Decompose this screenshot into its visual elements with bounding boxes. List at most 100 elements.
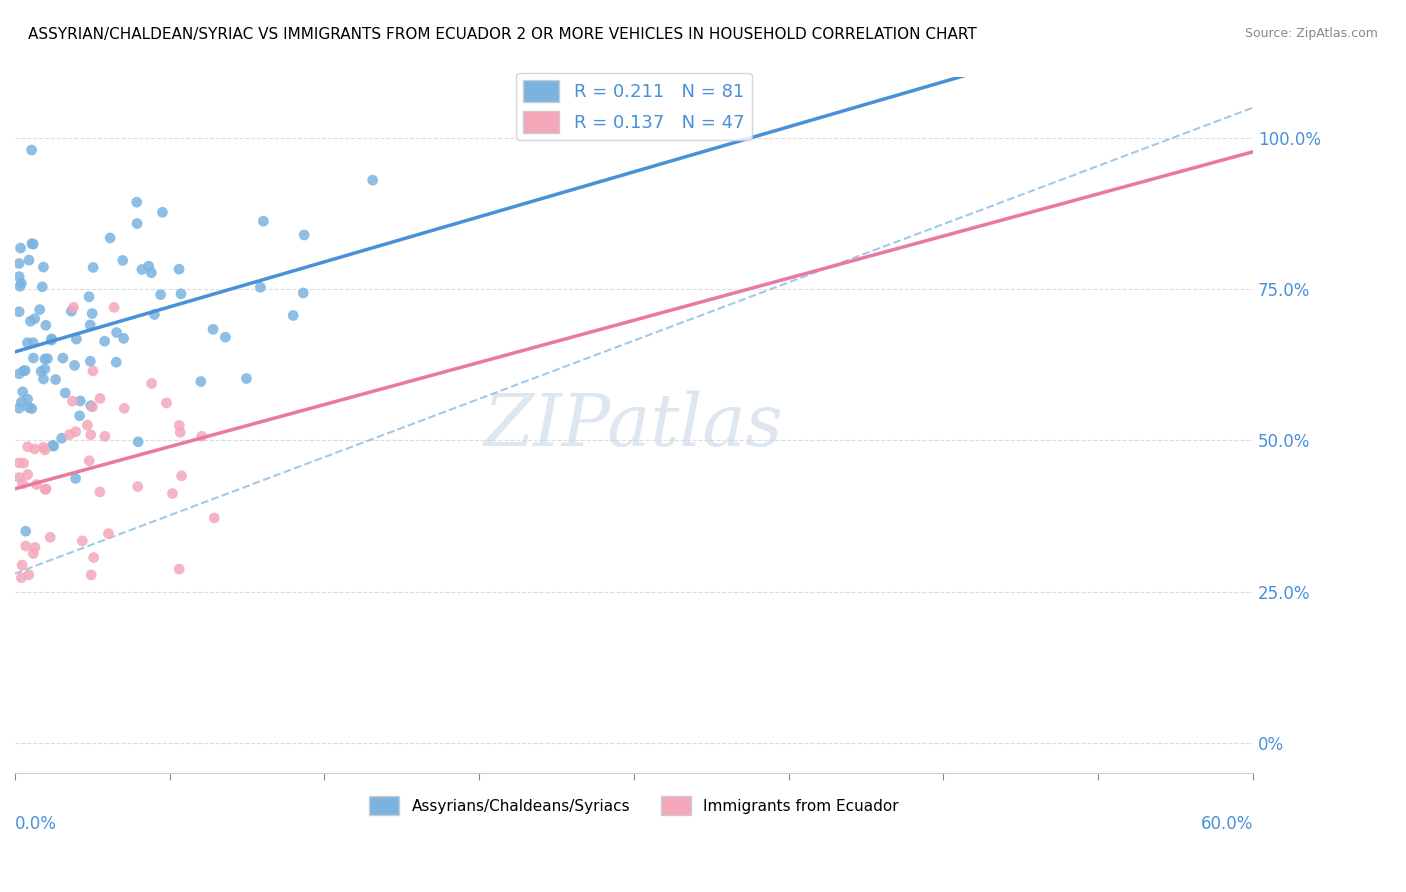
Legend: Assyrians/Chaldeans/Syriacs, Immigrants from Ecuador: Assyrians/Chaldeans/Syriacs, Immigrants … — [363, 790, 905, 822]
Point — [155, 396, 177, 410]
Point — [28, 302, 51, 317]
Point — [80, 399, 103, 413]
Point — [39, 530, 62, 544]
Point — [21, 401, 44, 416]
Point — [8, 401, 31, 416]
Point — [51, 431, 73, 445]
Point — [83, 550, 105, 565]
Point — [169, 425, 191, 440]
Point — [22, 237, 45, 252]
Point — [170, 468, 193, 483]
Point — [34, 362, 56, 376]
Point — [138, 259, 160, 273]
Point — [170, 286, 193, 301]
Point — [167, 562, 190, 576]
Point — [112, 401, 135, 416]
Point — [190, 375, 212, 389]
Point — [41, 332, 63, 346]
Point — [80, 427, 103, 442]
Point — [18, 253, 41, 268]
Point — [79, 318, 101, 332]
Point — [24, 311, 46, 326]
Point — [14, 363, 37, 377]
Point — [25, 477, 48, 491]
Point — [10, 241, 32, 255]
Point — [8, 269, 31, 284]
Point — [125, 195, 148, 210]
Point — [82, 306, 104, 320]
Point — [58, 427, 80, 442]
Point — [105, 326, 128, 340]
Point — [41, 438, 63, 452]
Point — [77, 454, 100, 468]
Point — [69, 394, 91, 409]
Point — [361, 173, 384, 187]
Point — [63, 359, 86, 373]
Point — [93, 334, 115, 349]
Point — [143, 308, 166, 322]
Point — [127, 434, 149, 449]
Point — [11, 558, 34, 572]
Point — [17, 392, 39, 406]
Point — [8, 256, 31, 270]
Point — [292, 285, 315, 300]
Point — [141, 266, 163, 280]
Point — [37, 351, 59, 366]
Point — [62, 301, 84, 315]
Point — [127, 479, 149, 493]
Point — [214, 330, 236, 344]
Point — [62, 394, 84, 409]
Point — [202, 511, 225, 525]
Point — [24, 442, 46, 456]
Point — [292, 227, 315, 242]
Point — [112, 331, 135, 345]
Point — [35, 318, 58, 333]
Point — [31, 280, 53, 294]
Point — [14, 524, 37, 539]
Point — [14, 539, 37, 553]
Point — [190, 429, 212, 443]
Point — [20, 143, 42, 157]
Point — [8, 470, 31, 484]
Point — [69, 409, 91, 423]
Point — [149, 287, 172, 301]
Point — [169, 418, 191, 433]
Point — [34, 351, 56, 366]
Point — [89, 484, 111, 499]
Point — [127, 217, 149, 231]
Point — [167, 262, 190, 277]
Point — [34, 483, 56, 497]
Point — [32, 260, 55, 274]
Point — [15, 335, 38, 350]
Point — [21, 335, 44, 350]
Point — [162, 486, 184, 500]
Point — [60, 304, 83, 318]
Point — [10, 395, 32, 409]
Point — [98, 231, 121, 245]
Point — [8, 279, 31, 293]
Point — [76, 418, 98, 433]
Point — [252, 214, 274, 228]
Point — [24, 541, 46, 555]
Point — [72, 533, 94, 548]
Point — [17, 440, 39, 454]
Point — [52, 351, 75, 365]
Point — [65, 332, 87, 346]
Point — [82, 400, 104, 414]
Point — [152, 205, 174, 219]
Point — [235, 371, 257, 385]
Point — [22, 351, 45, 365]
Point — [80, 567, 103, 582]
Point — [105, 355, 128, 369]
Text: 60.0%: 60.0% — [1201, 815, 1253, 833]
Point — [53, 385, 76, 400]
Point — [82, 260, 104, 275]
Point — [20, 314, 42, 328]
Point — [21, 236, 44, 251]
Point — [283, 309, 305, 323]
Point — [65, 471, 87, 485]
Point — [94, 429, 117, 443]
Text: 0.0%: 0.0% — [15, 815, 56, 833]
Point — [10, 277, 32, 291]
Point — [8, 456, 31, 470]
